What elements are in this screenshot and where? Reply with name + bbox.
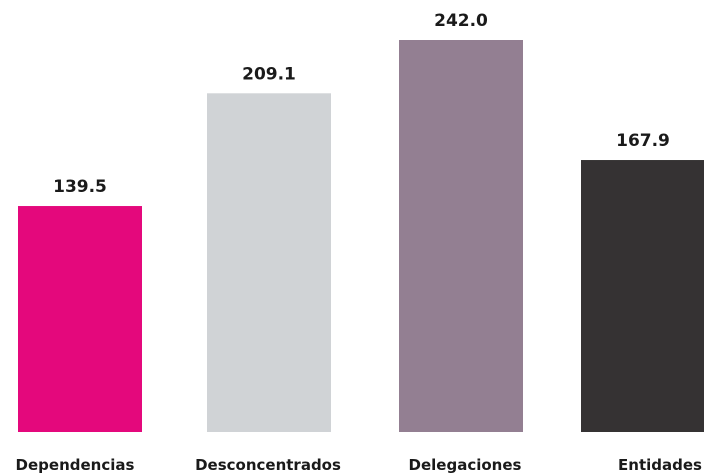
value-label-dependencias: 139.5 bbox=[53, 177, 107, 197]
bar-dependencias bbox=[18, 206, 142, 432]
bar-delegaciones bbox=[399, 40, 523, 432]
bar-entidades bbox=[581, 160, 704, 432]
value-label-delegaciones: 242.0 bbox=[434, 11, 488, 31]
category-label-entidades: Entidades bbox=[618, 456, 702, 474]
category-label-desconcentrados: Desconcentrados bbox=[195, 456, 341, 474]
bar-desconcentrados bbox=[207, 93, 331, 432]
category-label-delegaciones: Delegaciones bbox=[409, 456, 522, 474]
value-label-desconcentrados: 209.1 bbox=[242, 64, 296, 84]
category-label-dependencias: Dependencias bbox=[16, 456, 135, 474]
value-label-entidades: 167.9 bbox=[616, 131, 670, 151]
